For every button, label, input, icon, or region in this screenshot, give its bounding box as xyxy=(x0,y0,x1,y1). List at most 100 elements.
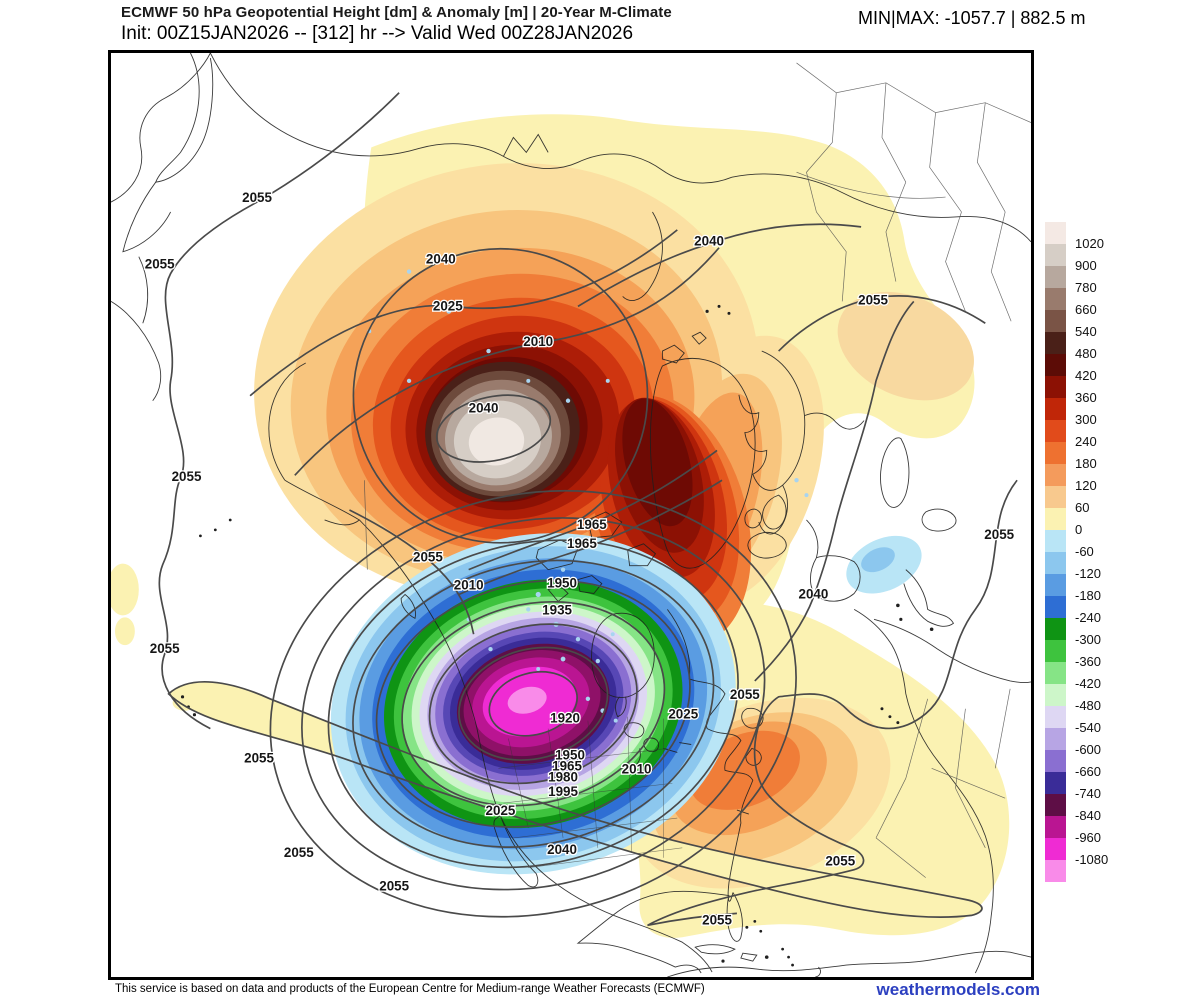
colorbar-swatch xyxy=(1045,772,1066,794)
contour-value-label: 2040 xyxy=(799,586,829,601)
colorbar-tick-label: 60 xyxy=(1075,500,1090,515)
colorbar-tick-label: -740 xyxy=(1075,786,1102,801)
contour-value-label: 2055 xyxy=(145,257,175,272)
colorbar-swatch xyxy=(1045,420,1066,442)
attribution-text: This service is based on data and produc… xyxy=(115,983,705,995)
colorbar-tick-label: 240 xyxy=(1075,434,1097,449)
colorbar-tick-label: -600 xyxy=(1075,742,1102,757)
colorbar-tick-label: -60 xyxy=(1075,544,1094,559)
colorbar-tick-label: -840 xyxy=(1075,808,1102,823)
contour-value-label: 2055 xyxy=(825,854,855,869)
contour-value-label: 2040 xyxy=(469,401,499,416)
colorbar-swatch xyxy=(1045,530,1066,552)
colorbar-tick-label: 1020 xyxy=(1075,236,1104,251)
map-frame: 2055 2055 2055 2055 2055 2055 2055 2055 2055 2055… xyxy=(108,50,1034,980)
contour-value-label: 2055 xyxy=(150,641,180,656)
colorbar-tick-label: -120 xyxy=(1075,566,1102,581)
contour-value-label: 2040 xyxy=(547,842,577,857)
contour-value-label: 1950 xyxy=(547,576,577,591)
contour-value-label: 2055 xyxy=(172,469,202,484)
contour-value-label: 2010 xyxy=(622,761,652,776)
colorbar-tick-label: -180 xyxy=(1075,588,1102,603)
colorbar-swatch xyxy=(1045,398,1066,420)
minmax-readout: MIN|MAX: -1057.7 | 882.5 m xyxy=(858,8,1086,28)
colorbar-tick-label: -420 xyxy=(1075,676,1102,691)
contour-value-label: 2025 xyxy=(486,803,516,818)
colorbar-tick-label: 480 xyxy=(1075,346,1097,361)
colorbar-swatch xyxy=(1045,794,1066,816)
colorbar-swatch xyxy=(1045,706,1066,728)
mediterranean-negative-patch xyxy=(846,535,922,594)
contour-value-label: 2055 xyxy=(244,750,274,765)
contour-value-label: 2055 xyxy=(284,845,314,860)
contour-value-label: 1920 xyxy=(550,711,580,726)
brand-link[interactable]: weathermodels.com xyxy=(876,980,1040,999)
colorbar-swatch xyxy=(1045,310,1066,332)
contour-value-label: 2055 xyxy=(242,190,272,205)
colorbar-swatch xyxy=(1045,640,1066,662)
contour-value-label: 2055 xyxy=(984,527,1014,542)
colorbar-swatch xyxy=(1045,442,1066,464)
contour-value-label: 2025 xyxy=(433,298,463,313)
colorbar-tick-label: 900 xyxy=(1075,258,1097,273)
colorbar-swatch xyxy=(1045,662,1066,684)
colorbar-swatch xyxy=(1045,244,1066,266)
title-block: ECMWF 50 hPa Geopotential Height [dm] & … xyxy=(121,4,672,45)
colorbar-swatch xyxy=(1045,486,1066,508)
colorbar-swatch xyxy=(1045,552,1066,574)
contour-value-label: 2055 xyxy=(730,687,760,702)
contour-value-label: 2055 xyxy=(413,550,443,565)
colorbar-tick-label: 660 xyxy=(1075,302,1097,317)
colorbar-tick-label: 120 xyxy=(1075,478,1097,493)
colorbar-swatch xyxy=(1045,860,1066,882)
colorbar-swatches xyxy=(1045,222,1066,882)
colorbar-tick-label: 180 xyxy=(1075,456,1097,471)
colorbar-swatch xyxy=(1045,508,1066,530)
contour-value-label: 1965 xyxy=(552,758,582,773)
contour-value-label: 2055 xyxy=(702,912,732,927)
colorbar-swatch xyxy=(1045,574,1066,596)
contour-value-label: 1965 xyxy=(577,517,607,532)
colorbar-tick-label: -960 xyxy=(1075,830,1102,845)
colorbar-tick-label: -540 xyxy=(1075,720,1102,735)
colorbar-swatch xyxy=(1045,332,1066,354)
colorbar-tick-label: 360 xyxy=(1075,390,1097,405)
contour-value-label: 2040 xyxy=(426,252,456,267)
chart-title: ECMWF 50 hPa Geopotential Height [dm] & … xyxy=(121,4,672,21)
contour-value-label: 2025 xyxy=(668,707,698,722)
colorbar-tick-label: -1080 xyxy=(1075,852,1109,867)
contour-value-label: 1935 xyxy=(542,602,572,617)
colorbar-tick-label: 300 xyxy=(1075,412,1097,427)
colorbar-swatch xyxy=(1045,464,1066,486)
map-canvas: 2055 2055 2055 2055 2055 2055 2055 2055 2055 2055… xyxy=(111,53,1031,977)
colorbar-swatch xyxy=(1045,376,1066,398)
colorbar-tick-label: -300 xyxy=(1075,632,1102,647)
colorbar-swatch xyxy=(1045,222,1066,244)
contour-value-label: 1995 xyxy=(548,784,578,799)
contour-value-label: 2055 xyxy=(379,879,409,894)
contour-value-label: 2055 xyxy=(858,292,888,307)
political-borders xyxy=(364,62,1031,878)
colorbar-swatch xyxy=(1045,266,1066,288)
colorbar-swatch xyxy=(1045,596,1066,618)
colorbar-tick-label: 540 xyxy=(1075,324,1097,339)
colorbar-swatch xyxy=(1045,838,1066,860)
colorbar-swatch xyxy=(1045,618,1066,640)
height-contours xyxy=(158,92,1018,927)
colorbar-tick-label: -360 xyxy=(1075,654,1102,669)
contour-value-label: 1965 xyxy=(567,536,597,551)
colorbar-swatch xyxy=(1045,354,1066,376)
colorbar-tick-label: 0 xyxy=(1075,522,1083,537)
contour-value-label: 2010 xyxy=(454,578,484,593)
contour-value-label: 1980 xyxy=(548,769,578,784)
chart-subtitle: Init: 00Z15JAN2026 -- [312] hr --> Valid… xyxy=(121,23,634,44)
colorbar-tick-label: 780 xyxy=(1075,280,1097,295)
colorbar-tick-label: -240 xyxy=(1075,610,1102,625)
colorbar-tick-label: 420 xyxy=(1075,368,1097,383)
islands-and-lakes xyxy=(180,269,934,967)
contour-value-label: 2040 xyxy=(694,234,724,249)
colorbar-swatch xyxy=(1045,684,1066,706)
colorbar-swatch xyxy=(1045,288,1066,310)
contour-value-label: 2010 xyxy=(523,334,553,349)
